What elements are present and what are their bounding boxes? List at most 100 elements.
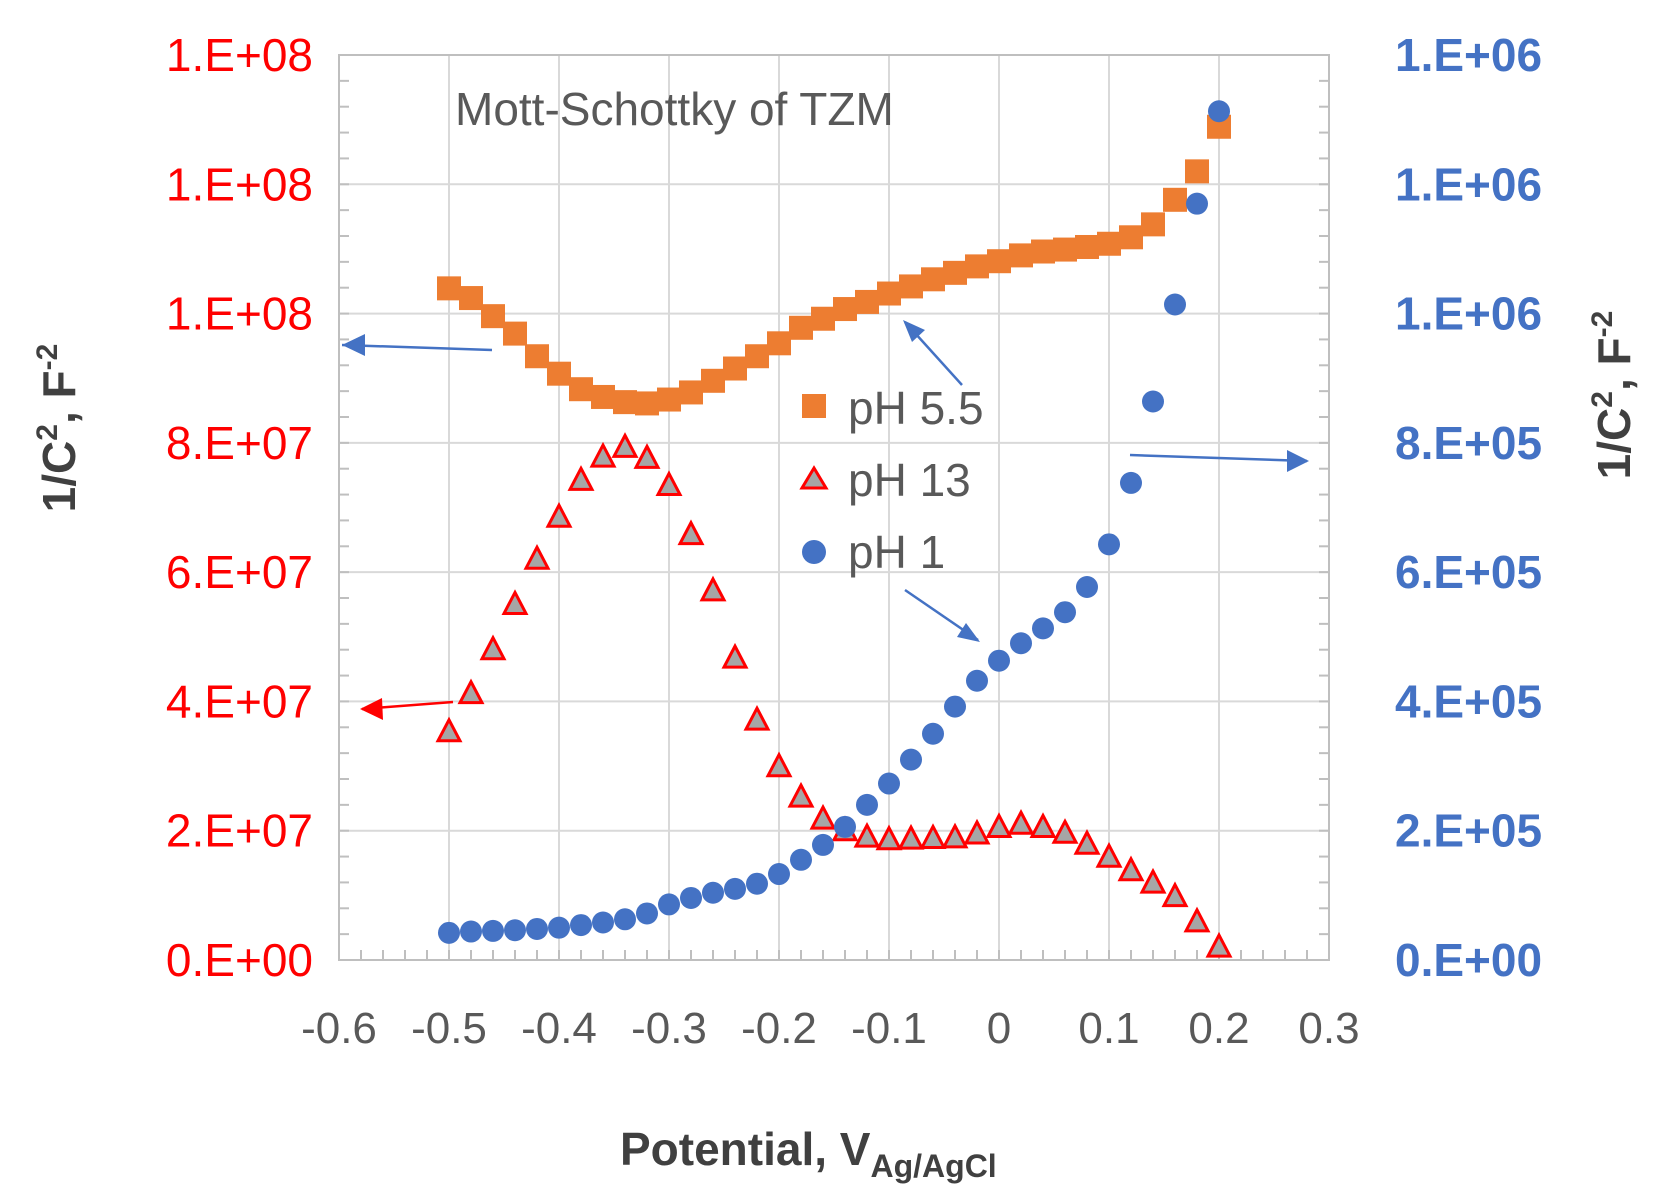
data-point-ph-13 [611, 432, 639, 458]
data-point-ph-5-5 [789, 315, 813, 340]
left-axis-tick-label: 8.E+07 [166, 417, 313, 469]
x-axis-tick-label: 0.1 [1078, 1004, 1139, 1053]
data-point-ph-5-5 [965, 254, 989, 279]
left-axis-tick-label: 1.E+08 [166, 288, 313, 340]
arrow-ph-1-to-right-axis [1129, 453, 1308, 463]
data-point-ph-5-5 [481, 304, 505, 329]
arrowhead-ph-1-curve [957, 623, 980, 642]
data-point-ph-1 [548, 916, 570, 939]
left-axis-tick-label: 0.E+00 [166, 934, 313, 986]
data-point-ph-13 [523, 543, 551, 570]
data-point-ph-1 [856, 793, 878, 816]
arrowhead-ph-5-5-curve [903, 320, 925, 342]
right-axis-tick-label: 1.E+06 [1395, 29, 1542, 81]
data-point-ph-13 [567, 465, 595, 491]
data-point-ph-1 [1098, 533, 1120, 556]
data-point-ph-5-5 [833, 297, 857, 322]
data-point-ph-5-5 [811, 306, 835, 331]
annotation-arrows [341, 320, 1309, 720]
x-axis-tick-label: -0.6 [301, 1004, 377, 1053]
legend-marker-ph-13 [799, 465, 829, 490]
data-point-ph-13 [545, 501, 573, 528]
right-axis-title-mid: , F [1588, 337, 1640, 391]
right-axis-title-sup1: 2 [1586, 391, 1619, 408]
data-point-ph-13 [1139, 867, 1167, 894]
legend-label-ph-1: pH 1 [848, 526, 945, 578]
right-axis-tick-label: 0.E+00 [1395, 934, 1542, 986]
data-point-ph-1 [724, 877, 746, 900]
data-point-ph-13 [1205, 931, 1233, 958]
data-point-ph-13 [677, 519, 705, 546]
right-axis-tick-label: 1.E+06 [1395, 158, 1542, 210]
x-axis-tick-label: -0.4 [521, 1004, 597, 1053]
data-point-ph-13 [1073, 829, 1101, 855]
right-axis-tick-labels: 0.E+00 2.E+05 4.E+05 6.E+05 8.E+05 1.E+06 1.E+… [1395, 29, 1542, 986]
data-point-ph-5-5 [1097, 231, 1121, 256]
right-axis-tick-label: 4.E+05 [1395, 675, 1542, 727]
data-point-ph-13 [743, 704, 771, 731]
data-point-ph-5-5 [679, 380, 703, 405]
data-point-ph-13 [633, 443, 661, 469]
arrowhead-ph-1-right-axis [1287, 450, 1309, 472]
data-point-ph-1 [680, 886, 702, 909]
data-point-ph-1 [834, 815, 856, 838]
data-point-ph-13 [479, 634, 507, 661]
data-point-ph-1 [1142, 390, 1164, 413]
left-axis-tick-label: 2.E+07 [166, 805, 313, 857]
data-point-ph-13 [655, 470, 683, 497]
x-axis-tick-label: 0.2 [1188, 1004, 1249, 1053]
legend-label-ph-5-5: pH 5.5 [848, 382, 984, 434]
x-axis-title-subscript: Ag/AgCl [870, 1148, 996, 1184]
arrowhead-ph-5-5-left-axis [342, 334, 365, 356]
data-point-ph-13 [1051, 818, 1079, 844]
data-point-ph-1 [1120, 471, 1142, 494]
data-point-ph-1 [746, 872, 768, 895]
data-point-ph-5-5 [1185, 159, 1209, 184]
left-axis-tick-label: 1.E+08 [166, 158, 313, 210]
data-point-ph-5-5 [1031, 239, 1055, 264]
plot-area-frame [338, 54, 1330, 961]
legend-label-ph-13: pH 13 [848, 454, 971, 506]
data-point-ph-1 [526, 917, 548, 940]
data-point-ph-13 [809, 803, 837, 830]
x-axis-title: Potential, VAg/AgCl [620, 1123, 997, 1184]
series-ph-1 [438, 100, 1230, 944]
data-point-ph-1 [1208, 100, 1230, 123]
data-point-ph-1 [702, 881, 724, 904]
data-point-ph-1 [592, 911, 614, 934]
right-axis-tick-label: 2.E+05 [1395, 805, 1542, 857]
data-point-ph-5-5 [877, 281, 901, 306]
data-point-ph-1 [1054, 601, 1076, 624]
data-point-ph-5-5 [1119, 225, 1143, 250]
data-point-ph-13 [853, 821, 881, 848]
data-point-ph-1 [570, 914, 592, 937]
data-point-ph-13 [1117, 855, 1145, 882]
data-point-ph-5-5 [1141, 212, 1165, 237]
data-point-ph-1 [966, 669, 988, 692]
data-point-ph-1 [438, 921, 460, 944]
data-point-ph-1 [1032, 617, 1054, 640]
data-point-ph-5-5 [1075, 234, 1099, 259]
data-point-ph-5-5 [767, 331, 791, 356]
legend-marker-ph-5-5 [802, 394, 826, 418]
data-point-ph-5-5 [723, 356, 747, 381]
x-axis-tick-label: -0.3 [631, 1004, 707, 1053]
data-point-ph-1 [460, 920, 482, 943]
data-point-ph-1 [812, 833, 834, 856]
data-point-ph-1 [790, 848, 812, 871]
arrow-ph-5-5-to-left-axis [341, 343, 493, 352]
legend: pH 5.5 pH 13 pH 1 [799, 382, 984, 578]
data-point-ph-1 [1076, 576, 1098, 599]
data-point-ph-13 [435, 716, 463, 743]
data-point-ph-1 [988, 649, 1010, 672]
data-point-ph-1 [504, 919, 526, 942]
data-point-ph-13 [721, 642, 749, 669]
data-point-ph-13 [875, 824, 903, 851]
x-axis-tick-label: -0.5 [411, 1004, 487, 1053]
right-axis-tick-label: 6.E+05 [1395, 546, 1542, 598]
data-point-ph-1 [1010, 632, 1032, 655]
data-point-ph-13 [1029, 812, 1057, 838]
data-point-ph-13 [897, 823, 925, 850]
data-point-ph-13 [1007, 809, 1035, 835]
